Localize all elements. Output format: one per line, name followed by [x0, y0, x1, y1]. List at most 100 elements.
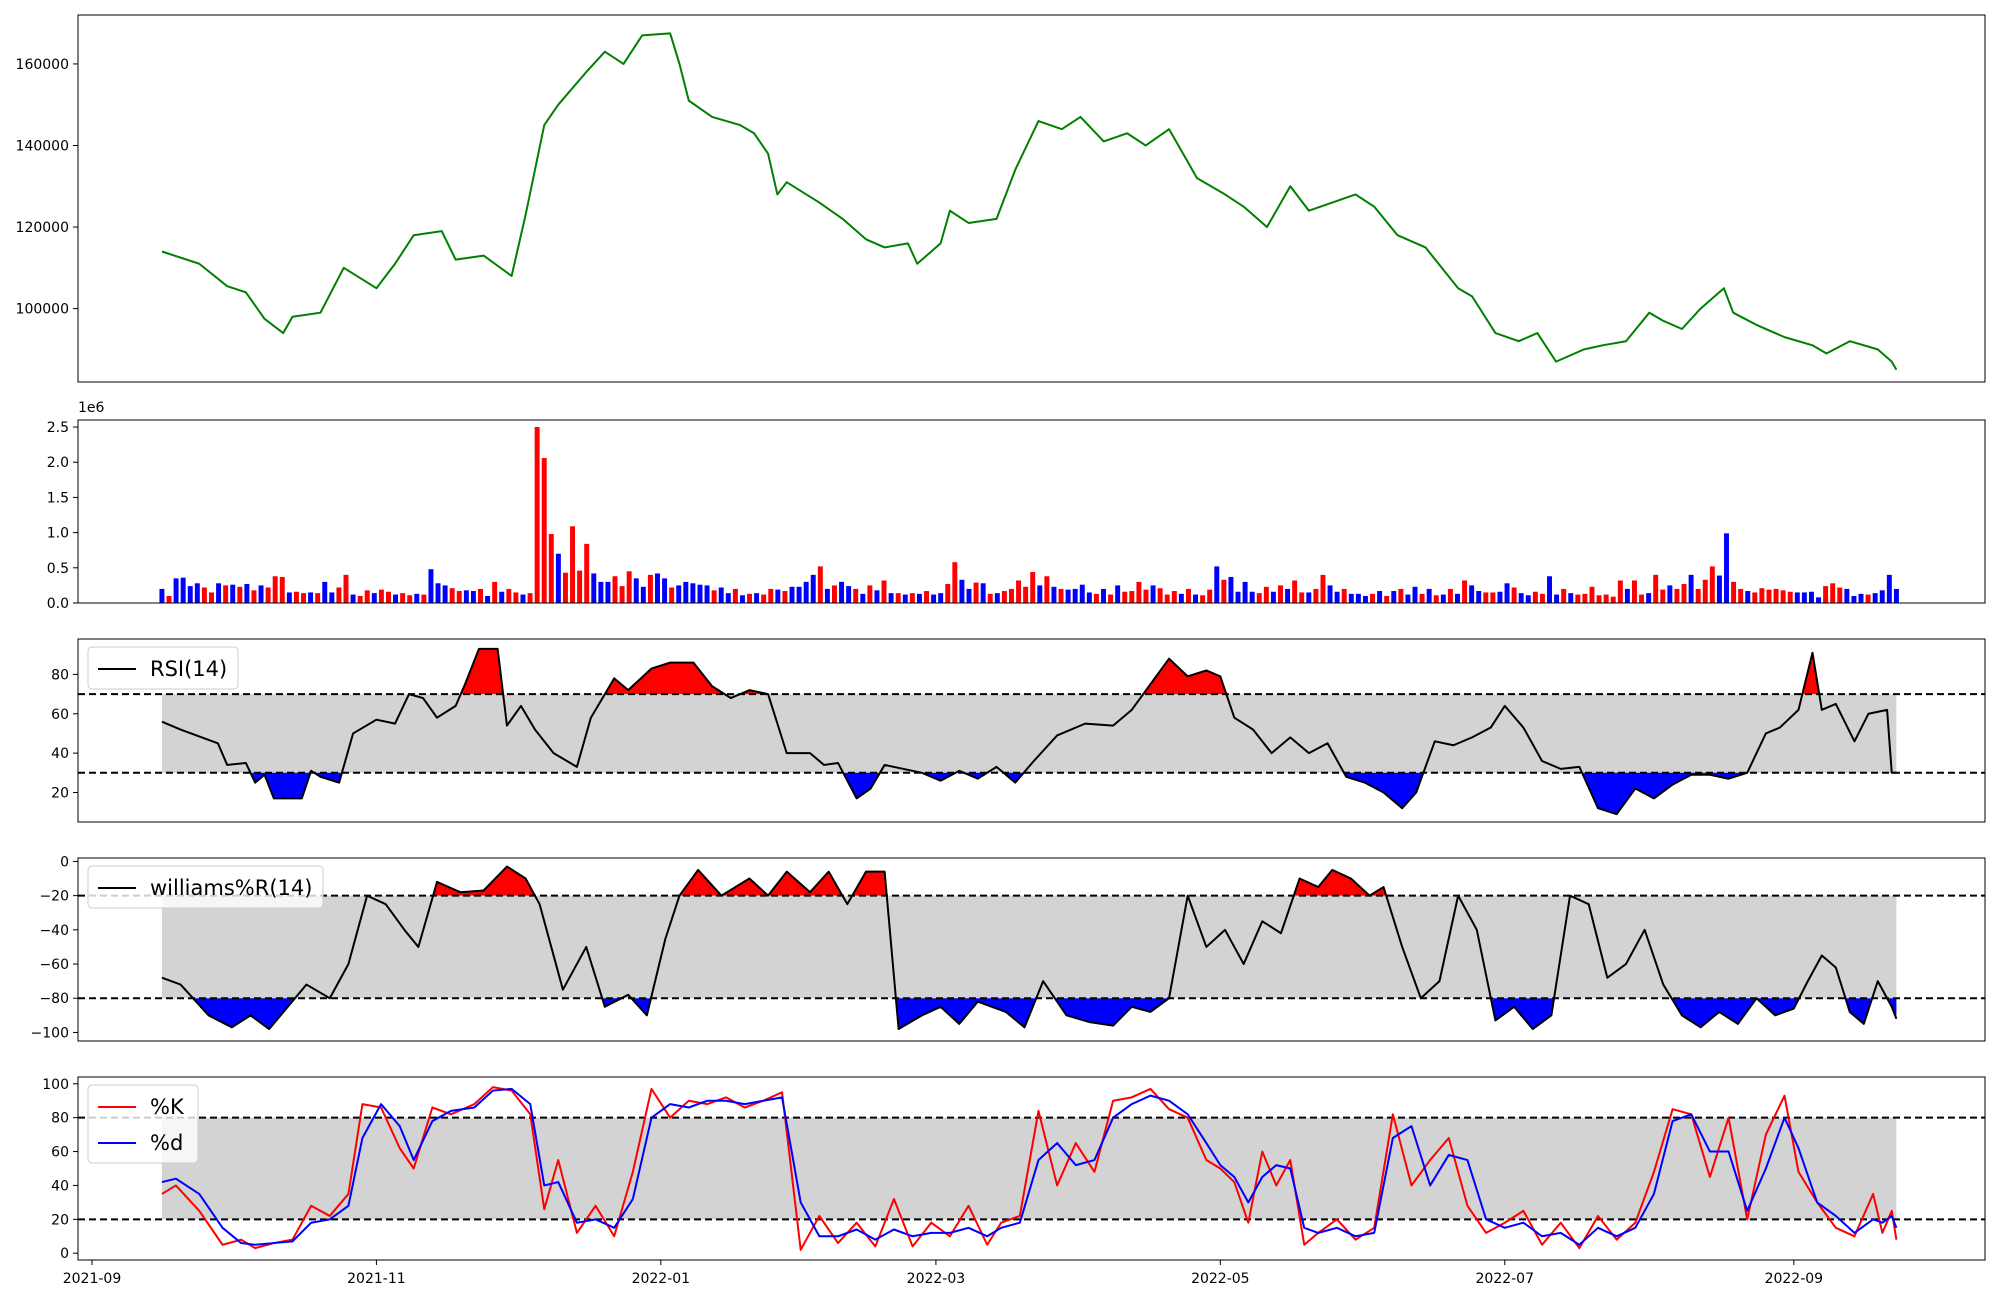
volume-bar — [1879, 590, 1885, 603]
rsi-oversold-fill — [1344, 772, 1423, 809]
volume-bar — [1001, 591, 1007, 603]
rsi-neutral-band — [161, 694, 1897, 773]
volume-bar — [1893, 588, 1899, 603]
volume-bar — [612, 576, 618, 603]
volume-bar — [640, 586, 646, 603]
volume-bar — [1228, 576, 1234, 603]
volume-bar — [308, 592, 314, 603]
volume-bar — [1129, 591, 1135, 603]
volume-bar — [732, 588, 738, 603]
volume-bar — [1589, 586, 1595, 603]
volume-bar — [570, 526, 576, 603]
volume-bar — [1731, 581, 1737, 603]
stochastic-legend-label: %K — [150, 1095, 185, 1119]
volume-plot-frame — [77, 419, 1986, 604]
volume-bar — [832, 585, 837, 603]
volume-bar — [1008, 588, 1014, 603]
volume-bar — [1532, 591, 1538, 603]
volume-bar — [1483, 592, 1489, 603]
volume-bar — [1185, 588, 1191, 603]
date-xtick-label: 2022-09 — [1765, 1271, 1824, 1287]
volume-bar — [1518, 593, 1524, 603]
williams-overbought-fill — [681, 869, 720, 896]
volume-bar — [973, 582, 979, 603]
stochastic-ytick-label: 40 — [51, 1178, 69, 1194]
williams-overbought-fill — [853, 871, 887, 896]
volume-bar — [1610, 596, 1616, 603]
rsi-series-line — [161, 647, 1897, 816]
date-xtick-label: 2022-07 — [1476, 1271, 1535, 1287]
volume-bar — [555, 553, 561, 603]
volume-bar — [293, 591, 299, 603]
rsi-ytick-label: 60 — [51, 707, 69, 723]
volume-bar — [350, 594, 356, 603]
volume-bar — [945, 583, 951, 603]
volume-bar — [577, 570, 583, 603]
rsi-panel: 20 40 60 80 RSI(14) — [51, 638, 1986, 823]
volume-bar — [895, 593, 901, 603]
date-xtick-label: 2022-01 — [632, 1271, 691, 1287]
volume-bar — [173, 578, 179, 603]
williams-series-line — [161, 865, 1898, 1031]
volume-bar — [1490, 592, 1496, 603]
volume-bar — [1872, 593, 1878, 603]
volume-bar — [1384, 595, 1390, 603]
volume-offset-label: 1e6 — [78, 400, 105, 416]
volume-bar — [1171, 591, 1177, 603]
volume-bar — [301, 593, 306, 603]
volume-bar — [1738, 588, 1744, 603]
volume-bar — [1447, 588, 1453, 603]
volume-bar — [817, 566, 823, 603]
volume-bar — [626, 571, 632, 603]
williams-oversold-fill — [632, 998, 650, 1016]
volume-bar — [1539, 593, 1545, 603]
volume-bar — [428, 569, 434, 603]
rsi-legend-label: RSI(14) — [150, 657, 227, 681]
volume-bar — [1653, 574, 1659, 603]
volume-bar — [1016, 580, 1022, 603]
volume-bar — [527, 593, 533, 603]
volume-panel: 0.0 0.5 1.0 1.5 2.0 2.5 1e6 — [47, 400, 1986, 612]
volume-bar — [1341, 588, 1347, 603]
stochastic-series-line — [161, 1087, 1898, 1246]
volume-bar — [520, 594, 526, 603]
volume-bar — [916, 593, 922, 603]
volume-bar — [966, 588, 972, 603]
volume-bar — [1780, 590, 1786, 603]
volume-bar — [272, 576, 278, 603]
stochastic-ytick-label: 0 — [60, 1246, 69, 1262]
volume-bar — [1426, 588, 1432, 603]
williams-overbought-fill — [1294, 869, 1368, 896]
rsi-legend-box — [87, 646, 239, 690]
volume-bar — [619, 586, 625, 603]
volume-bar — [1865, 594, 1871, 603]
volume-bar — [1582, 593, 1588, 603]
volume-bar — [393, 594, 399, 603]
volume-bar — [1575, 594, 1581, 603]
volume-bar — [959, 579, 965, 603]
volume-bar — [1759, 588, 1765, 603]
volume-bar — [655, 573, 660, 603]
volume-bar — [598, 581, 604, 603]
volume-bar — [265, 587, 271, 603]
rsi-legend: RSI(14) — [87, 646, 239, 690]
volume-bar — [888, 593, 894, 603]
volume-bar — [775, 589, 781, 603]
volume-bar — [194, 583, 200, 603]
volume-bar — [216, 583, 222, 603]
volume-bar — [1858, 593, 1864, 603]
volume-bar — [1122, 591, 1128, 603]
volume-bar — [166, 595, 172, 603]
volume-bar — [711, 590, 717, 603]
volume-bar — [1745, 591, 1751, 603]
volume-bar — [343, 574, 349, 603]
volume-bar — [201, 587, 207, 603]
date-xtick-label: 2022-03 — [907, 1271, 966, 1287]
williams-ytick-label: −20 — [39, 889, 69, 905]
rsi-oversold-fill — [965, 772, 986, 779]
rsi-overbought-fill — [1144, 658, 1225, 695]
rsi-oversold-fill — [923, 772, 955, 781]
volume-bar — [209, 592, 214, 603]
volume-bar — [258, 585, 264, 603]
volume-bar — [378, 589, 384, 603]
